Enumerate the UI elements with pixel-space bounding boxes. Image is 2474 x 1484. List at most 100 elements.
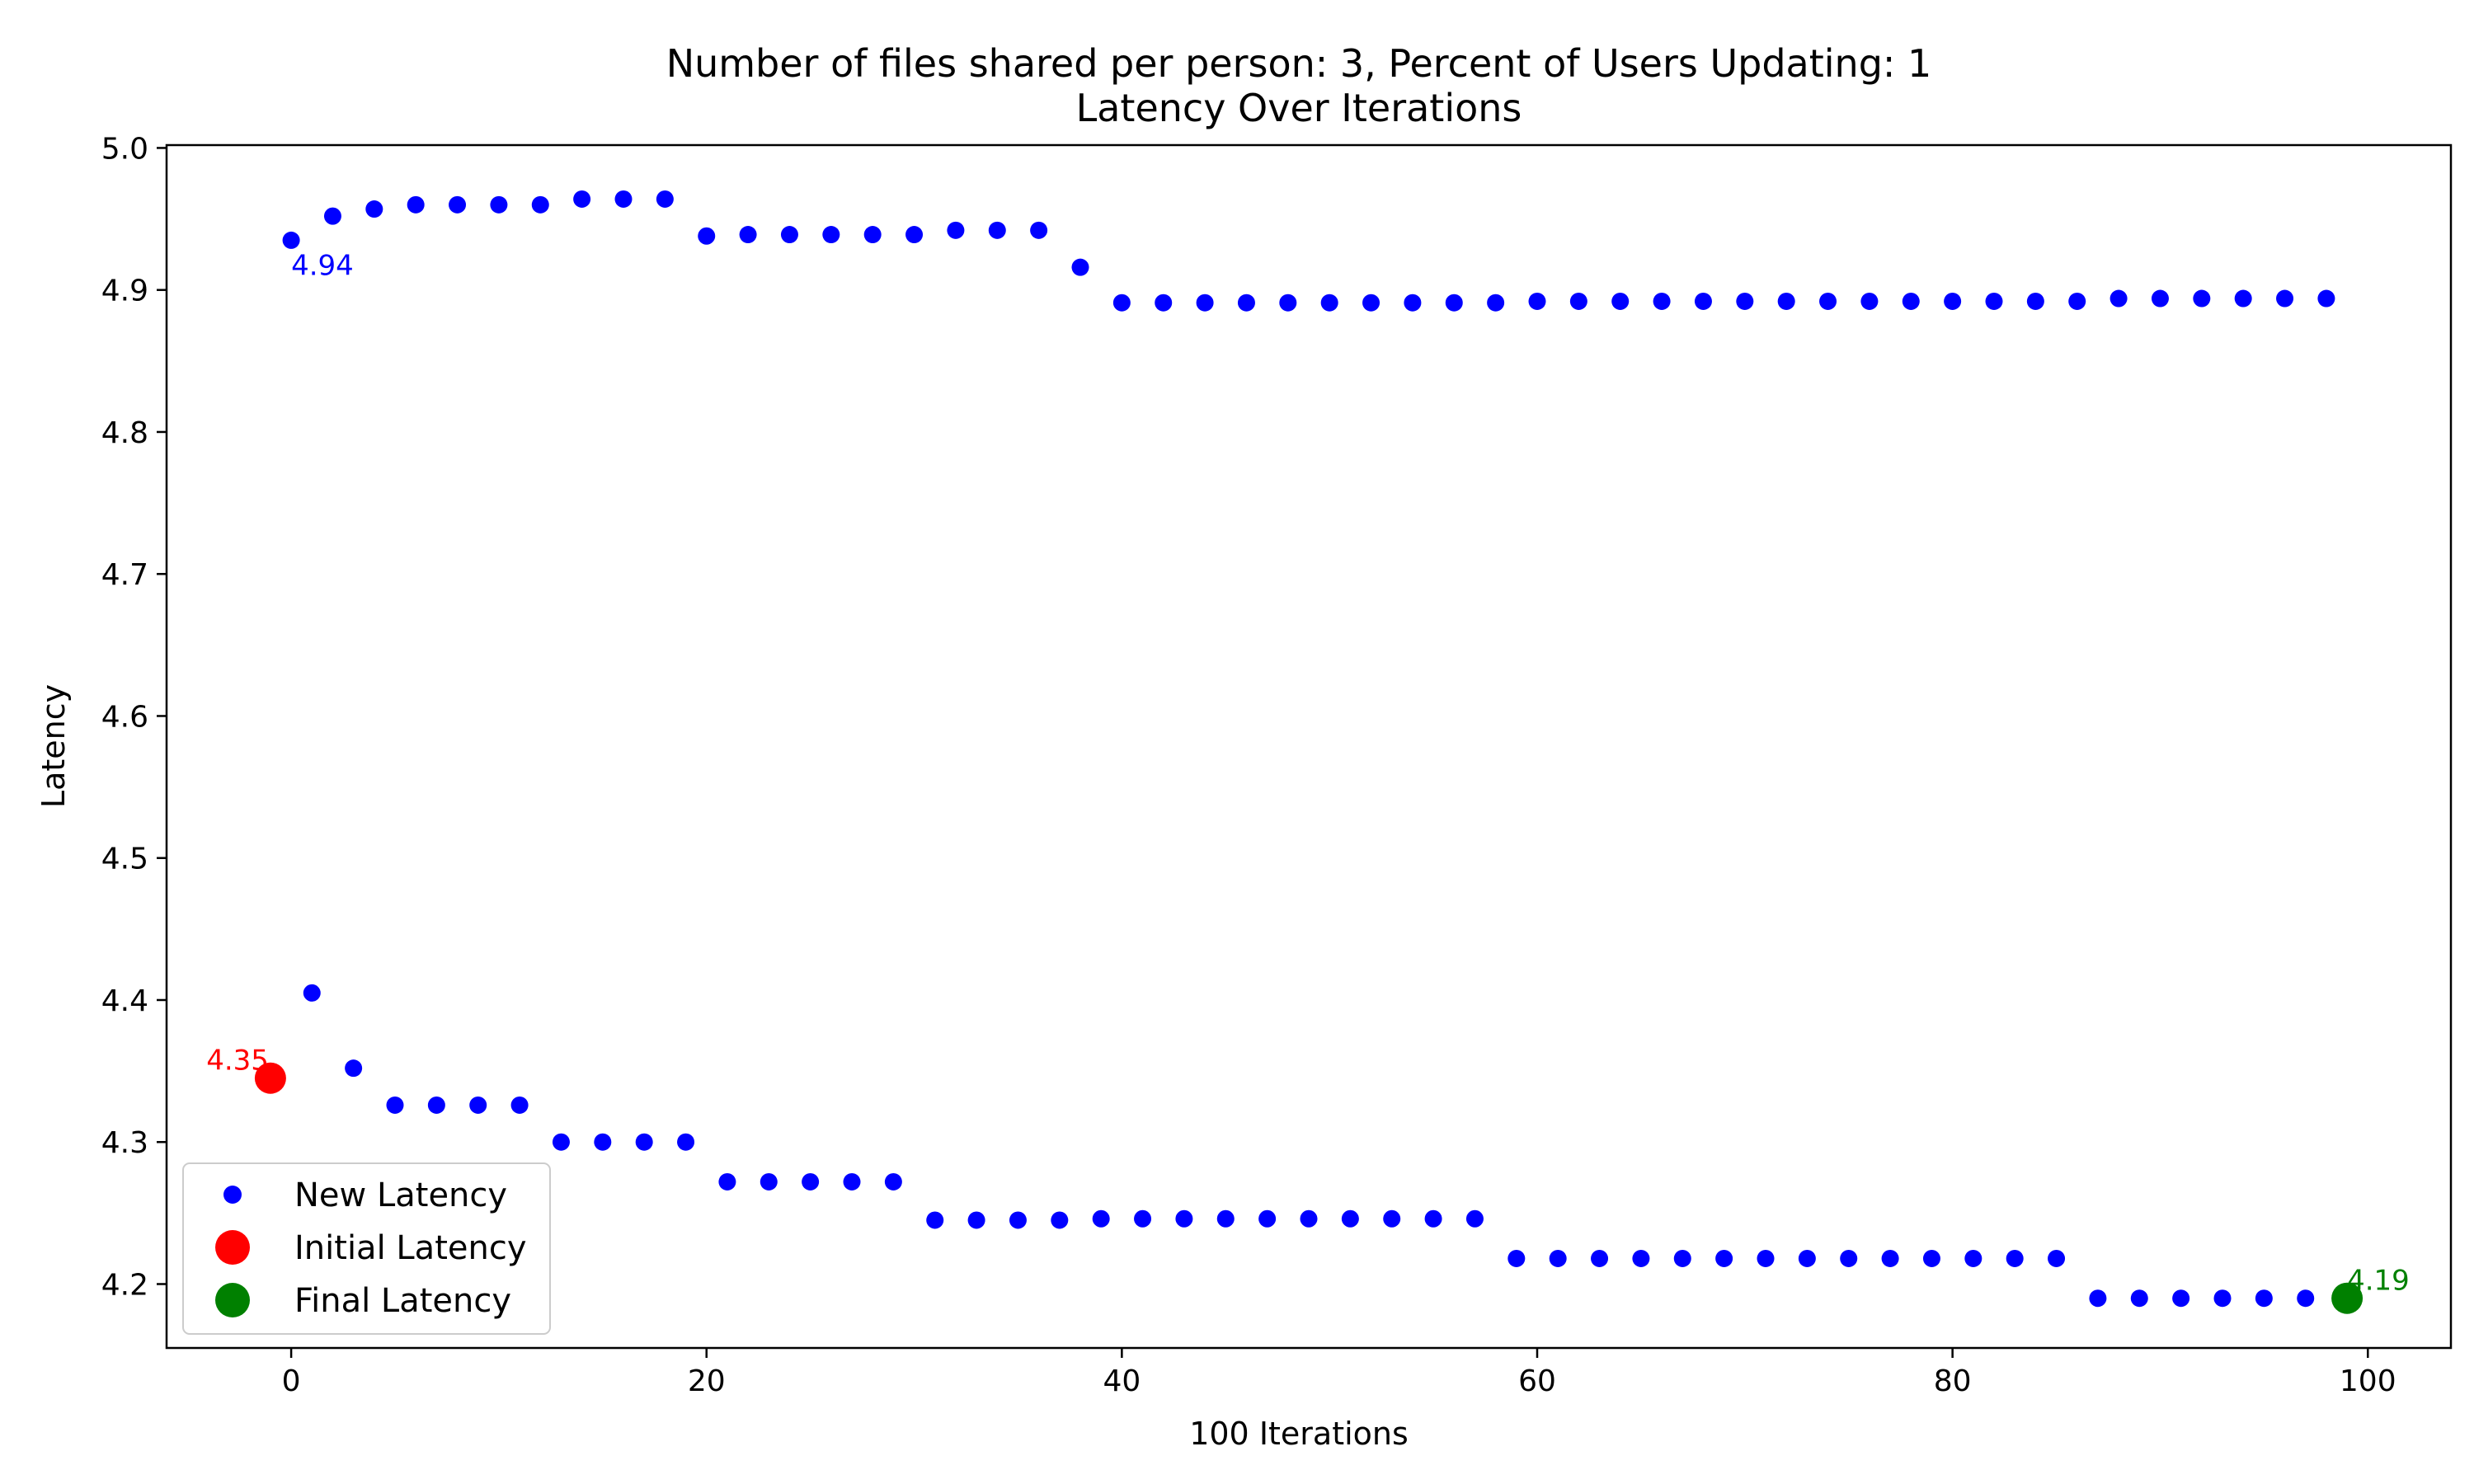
- x-tick-label: 100: [2340, 1364, 2396, 1398]
- new-latency-point: [1383, 1209, 1401, 1228]
- new-latency-point: [947, 221, 965, 239]
- data-annotation: 4.19: [2347, 1265, 2410, 1298]
- new-latency-point: [1445, 294, 1463, 312]
- new-latency-point: [1611, 292, 1630, 310]
- y-axis-label: Latency: [35, 684, 72, 808]
- chart-title-line2: Latency Over Iterations: [1076, 86, 1522, 130]
- new-latency-point: [1715, 1249, 1733, 1267]
- new-latency-point: [1258, 1209, 1277, 1228]
- new-latency-point: [1507, 1249, 1526, 1267]
- new-latency-point: [1320, 294, 1338, 312]
- new-latency-point: [1902, 292, 1920, 310]
- y-tick-label: 4.3: [101, 1126, 148, 1160]
- new-latency-point: [843, 1172, 861, 1190]
- y-tick-label: 4.5: [101, 843, 148, 876]
- new-latency-point: [2234, 289, 2252, 308]
- new-latency-point: [884, 1172, 902, 1190]
- new-latency-point: [1175, 1209, 1193, 1228]
- y-tick-label: 5.0: [101, 132, 148, 166]
- new-latency-point: [449, 195, 467, 214]
- new-latency-point: [2213, 1289, 2232, 1308]
- new-latency-point: [967, 1211, 985, 1229]
- new-latency-point: [1798, 1249, 1816, 1267]
- new-latency-point: [1216, 1209, 1235, 1228]
- new-latency-point: [1840, 1249, 1858, 1267]
- new-latency-point: [2109, 289, 2128, 308]
- new-latency-point: [552, 1133, 570, 1151]
- y-tick-label: 4.8: [101, 416, 148, 450]
- legend-marker: [223, 1186, 242, 1204]
- new-latency-point: [656, 190, 674, 208]
- new-latency-point: [780, 226, 798, 244]
- new-latency-point: [1196, 294, 1214, 312]
- new-latency-point: [1860, 292, 1879, 310]
- y-tick-label: 4.9: [101, 275, 148, 308]
- new-latency-point: [1155, 294, 1173, 312]
- data-annotation: 4.35: [206, 1045, 269, 1078]
- new-latency-point: [1341, 1209, 1359, 1228]
- new-latency-point: [926, 1211, 944, 1229]
- new-latency-point: [802, 1172, 820, 1190]
- new-latency-point: [1673, 1249, 1691, 1267]
- new-latency-point: [1985, 292, 2003, 310]
- new-latency-point: [407, 195, 425, 214]
- new-latency-point: [698, 227, 716, 245]
- new-latency-point: [718, 1172, 736, 1190]
- new-latency-point: [1591, 1249, 1609, 1267]
- new-latency-point: [1964, 1249, 1982, 1267]
- new-latency-point: [2006, 1249, 2024, 1267]
- new-latency-point: [2255, 1289, 2273, 1308]
- new-latency-point: [1030, 221, 1048, 239]
- new-latency-point: [614, 190, 633, 208]
- data-points: [254, 190, 2363, 1314]
- new-latency-point: [427, 1096, 445, 1114]
- new-latency-point: [1362, 294, 1380, 312]
- new-latency-point: [1881, 1249, 1899, 1267]
- new-latency-point: [1009, 1211, 1027, 1229]
- x-tick-label: 80: [1934, 1364, 1972, 1398]
- new-latency-point: [2026, 292, 2044, 310]
- new-latency-point: [1051, 1211, 1069, 1229]
- plot-frame: [165, 143, 2453, 1350]
- new-latency-point: [1112, 294, 1131, 312]
- new-latency-point: [1071, 258, 1089, 276]
- new-latency-point: [1424, 1209, 1442, 1228]
- x-tick-label: 20: [688, 1364, 726, 1398]
- new-latency-point: [2151, 289, 2169, 308]
- plot-area: [165, 143, 2453, 1350]
- new-latency-point: [1694, 292, 1712, 310]
- initial-latency-point: [254, 1062, 286, 1094]
- new-latency-point: [1653, 292, 1671, 310]
- new-latency-point: [822, 226, 840, 244]
- chart-title-line1: Number of files shared per person: 3, Pe…: [666, 41, 1932, 86]
- legend-box: [182, 1162, 551, 1335]
- new-latency-point: [2068, 292, 2086, 310]
- new-latency-point: [760, 1172, 778, 1190]
- new-latency-point: [905, 226, 924, 244]
- new-latency-point: [1922, 1249, 1940, 1267]
- new-latency-point: [1404, 294, 1422, 312]
- new-latency-point: [2172, 1289, 2190, 1308]
- axis-ticks: 0 20 40 60 80 100 4.2 4.3 4.4 4.5 4.6 4.7 4.8 4.9 5.0: [101, 132, 2396, 1398]
- new-latency-point: [863, 226, 882, 244]
- new-latency-point: [1777, 292, 1795, 310]
- new-latency-point: [1487, 294, 1505, 312]
- new-latency-point: [1736, 292, 1754, 310]
- new-latency-point: [2276, 289, 2294, 308]
- new-latency-point: [303, 984, 321, 1002]
- new-latency-point: [2048, 1249, 2066, 1267]
- final-latency-point: [2331, 1282, 2363, 1314]
- y-tick-label: 4.2: [101, 1268, 148, 1302]
- legend: New Latency Initial Latency Final Latency: [182, 1162, 551, 1335]
- new-latency-point: [988, 221, 1006, 239]
- new-latency-point: [2193, 289, 2211, 308]
- new-latency-point: [365, 200, 383, 218]
- new-latency-point: [531, 195, 549, 214]
- new-latency-point: [594, 1133, 612, 1151]
- new-latency-point: [1632, 1249, 1650, 1267]
- data-annotation: 4.94: [291, 249, 354, 282]
- new-latency-point: [323, 207, 341, 225]
- legend-label: New Latency: [294, 1176, 507, 1214]
- new-latency-point: [1237, 294, 1255, 312]
- new-latency-point: [386, 1096, 404, 1114]
